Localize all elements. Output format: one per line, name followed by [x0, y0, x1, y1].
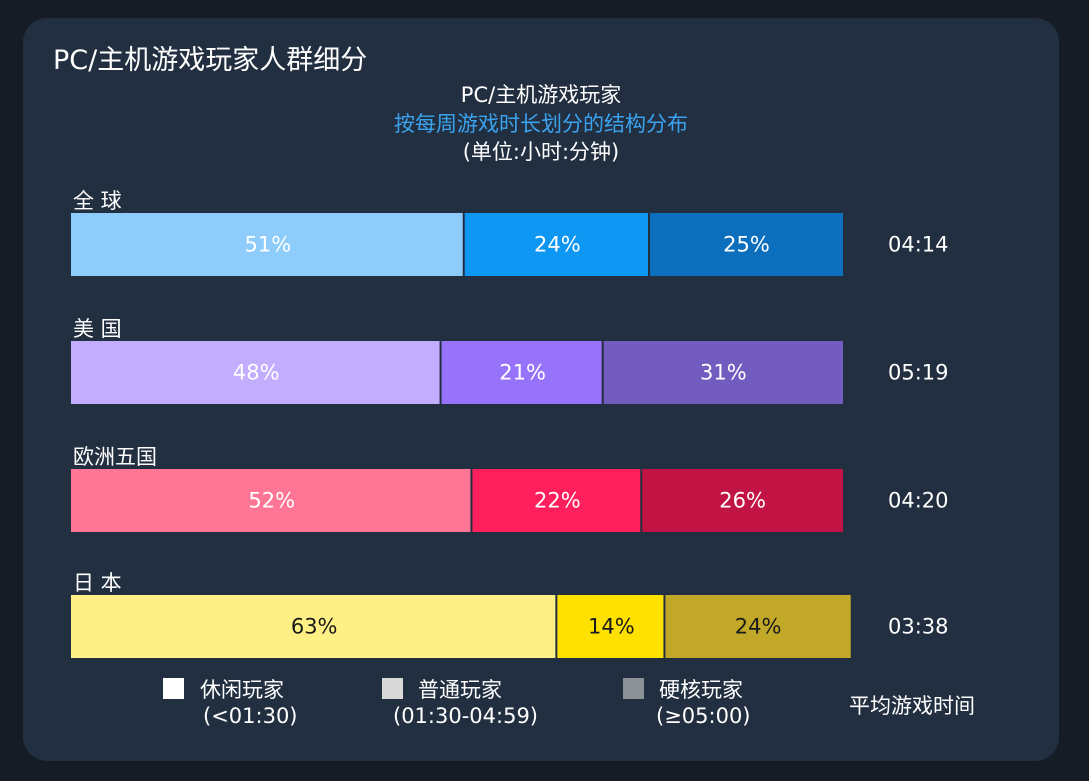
- chart-card: PC/主机游戏玩家人群细分 PC/主机游戏玩家 按每周游戏时长划分的结构分布 (…: [23, 18, 1059, 761]
- avg-time-value: 03:38: [888, 615, 949, 639]
- bar-value-label: 51%: [245, 233, 292, 257]
- legend-swatch-casual: [163, 678, 184, 699]
- bar-value-label: 26%: [719, 489, 766, 513]
- legend-range-hardcore: (≥05:00): [656, 704, 751, 728]
- page-title: PC/主机游戏玩家人群细分: [53, 45, 368, 76]
- avg-time-label: 平均游戏时间: [849, 694, 975, 718]
- legend-label-hardcore: 硬核玩家: [659, 678, 743, 702]
- bar-segment: [441, 341, 602, 404]
- bar-segment: [71, 341, 440, 404]
- bar-value-label: 24%: [735, 615, 782, 639]
- bar-value-label: 31%: [700, 361, 747, 385]
- bar-segment: [464, 213, 648, 276]
- avg-time-value: 04:14: [888, 233, 949, 257]
- legend-range-regular: (01:30-04:59): [393, 704, 539, 728]
- legend-swatch-regular: [382, 678, 403, 699]
- bar-value-label: 63%: [291, 615, 338, 639]
- legend-label-casual: 休闲玩家: [200, 678, 284, 702]
- chart-subtitle-2: 按每周游戏时长划分的结构分布: [394, 112, 688, 136]
- bar-value-label: 25%: [723, 233, 770, 257]
- bar-segment: [71, 595, 556, 658]
- legend-label-regular: 普通玩家: [418, 678, 502, 702]
- category-label: 美 国: [73, 317, 122, 341]
- avg-time-value: 04:20: [888, 489, 949, 513]
- bar-segment: [557, 595, 664, 658]
- legend-swatch-hardcore: [623, 678, 644, 699]
- bar-segment: [472, 469, 641, 532]
- bar-value-label: 24%: [534, 233, 581, 257]
- bar-value-label: 14%: [588, 615, 635, 639]
- bar-value-label: 22%: [534, 489, 581, 513]
- stacked-bar-chart: 全 球 51% 24% 25% 04:14 美 国 48% 21% 31% 05:19 欧洲五国 52…: [71, 189, 949, 658]
- bar-value-label: 52%: [248, 489, 295, 513]
- category-label: 日 本: [73, 571, 122, 595]
- bar-segment: [650, 213, 843, 276]
- bar-segment: [71, 213, 463, 276]
- bar-value-label: 21%: [499, 361, 546, 385]
- bar-segment: [665, 595, 851, 658]
- bar-segment: [603, 341, 843, 404]
- avg-time-value: 05:19: [888, 361, 949, 385]
- legend-range-casual: (<01:30): [203, 704, 298, 728]
- bar-segment: [642, 469, 843, 532]
- bar-segment: [71, 469, 471, 532]
- category-label: 全 球: [73, 189, 122, 213]
- chart-subtitle-1: PC/主机游戏玩家: [460, 83, 622, 107]
- bar-value-label: 48%: [233, 361, 280, 385]
- category-label: 欧洲五国: [73, 445, 157, 469]
- chart-subtitle-3: (单位:小时:分钟): [462, 140, 620, 164]
